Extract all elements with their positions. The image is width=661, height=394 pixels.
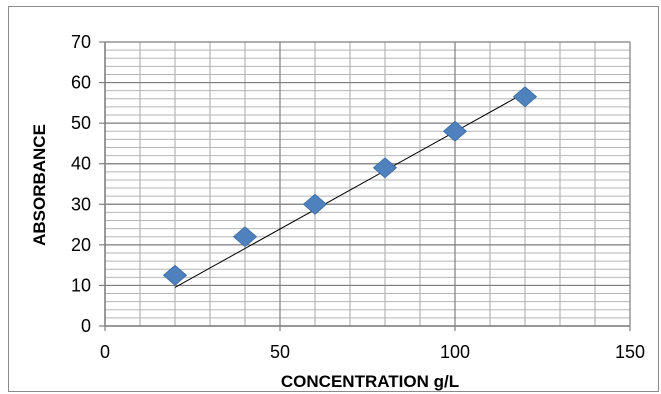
y-tick-label: 40 (71, 154, 91, 174)
y-tick-label: 50 (71, 113, 91, 133)
major-gridlines (104, 41, 631, 327)
data-point (162, 264, 188, 286)
y-tick-label: 10 (71, 275, 91, 295)
y-tick-label: 60 (71, 73, 91, 93)
data-point (232, 226, 258, 248)
x-tick-labels: 0 50 100 150 (100, 342, 645, 362)
x-tick-label: 150 (615, 342, 645, 362)
x-axis-title: CONCENTRATION g/L (281, 372, 459, 391)
data-point (512, 86, 538, 108)
data-point (442, 120, 468, 142)
y-tick-label: 30 (71, 194, 91, 214)
y-tick-label: 0 (81, 316, 91, 336)
trendline (174, 92, 526, 288)
y-tick-label: 20 (71, 235, 91, 255)
x-tick-label: 0 (100, 342, 110, 362)
y-axis-title: ABSORBANCE (30, 124, 49, 246)
axes (99, 41, 631, 331)
x-tick-label: 50 (270, 342, 290, 362)
data-point (372, 157, 398, 179)
trendline-layer (174, 92, 526, 288)
data-point (302, 193, 328, 215)
x-tick-label: 100 (440, 342, 470, 362)
y-tick-label: 70 (71, 32, 91, 52)
y-tick-labels: 0 10 20 30 40 50 60 70 (71, 32, 91, 336)
data-points (162, 86, 538, 286)
minor-gridlines (104, 41, 631, 327)
